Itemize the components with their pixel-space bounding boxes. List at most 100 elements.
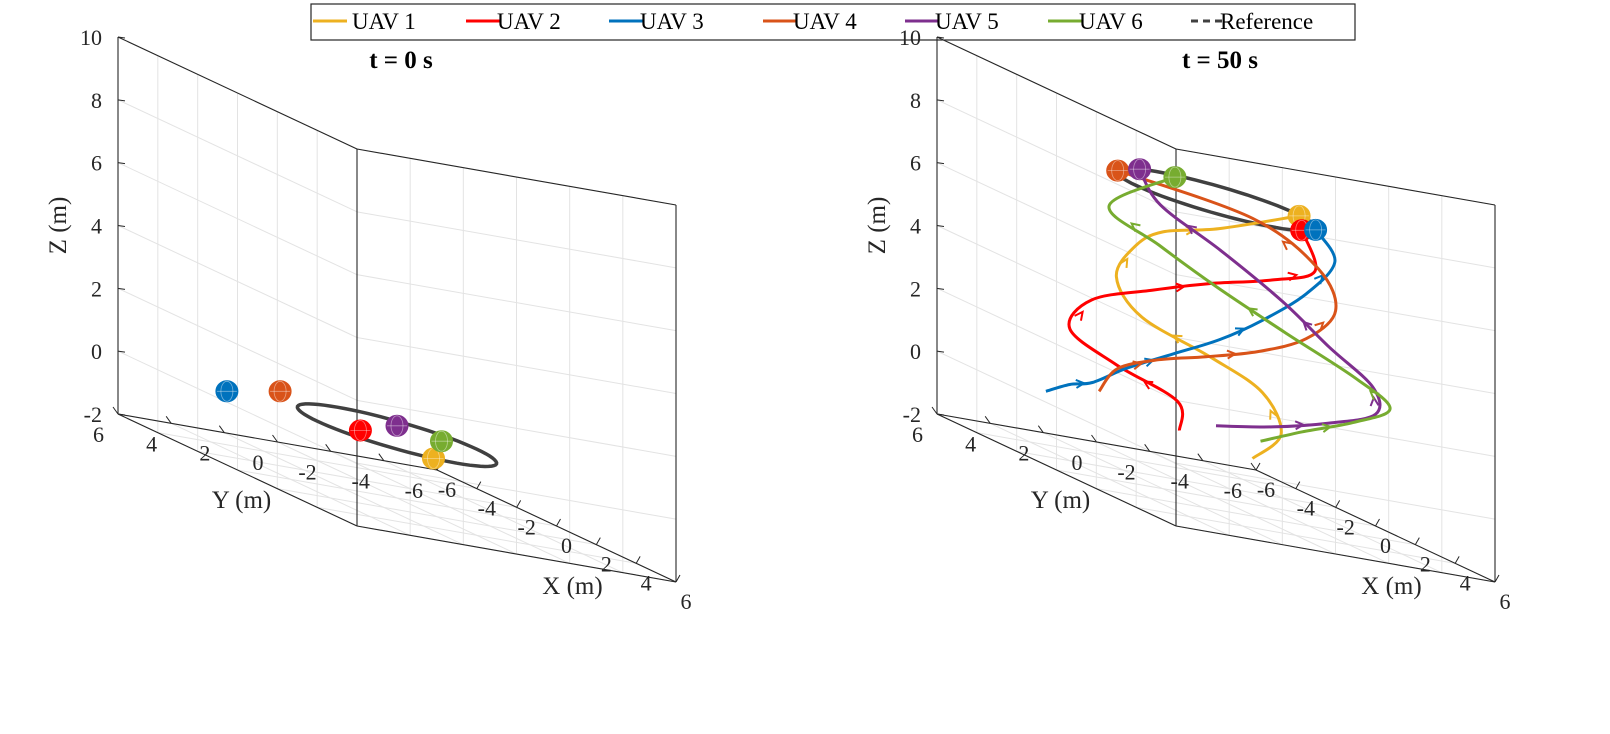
z-tick bbox=[936, 162, 945, 165]
trajectory-uav-6 bbox=[1107, 175, 1392, 443]
legend-label-7: Reference bbox=[1220, 9, 1313, 34]
legend-label-4: UAV 4 bbox=[793, 9, 857, 34]
grid-line bbox=[1096, 441, 1336, 555]
z-tick bbox=[936, 225, 945, 227]
uav-5-marker bbox=[385, 414, 409, 437]
trajectory-uav-4 bbox=[1097, 169, 1338, 393]
uav-marker-mesh bbox=[1111, 160, 1125, 182]
direction-arrow bbox=[1171, 334, 1183, 344]
z-tick bbox=[936, 99, 945, 102]
y-tick-label: -2 bbox=[298, 459, 316, 484]
x-tick bbox=[1414, 537, 1420, 545]
x-tick-label: 4 bbox=[641, 570, 652, 595]
grid-line bbox=[330, 450, 570, 564]
y-tick bbox=[218, 425, 225, 433]
y-tick bbox=[931, 406, 938, 415]
direction-arrow bbox=[1175, 282, 1187, 293]
y-tick bbox=[984, 416, 991, 424]
x-tick-label: -6 bbox=[1257, 477, 1275, 502]
x-axis-label: X (m) bbox=[542, 573, 602, 600]
z-tick bbox=[936, 413, 945, 416]
x-tick bbox=[476, 481, 482, 489]
x-tick-label: 4 bbox=[1460, 570, 1471, 595]
y-tick-label: 4 bbox=[146, 431, 157, 456]
axis-edge bbox=[1175, 148, 1496, 206]
uav-marker-mesh bbox=[273, 380, 287, 402]
uav-marker-mesh bbox=[1168, 166, 1182, 188]
axis-edge bbox=[936, 413, 1177, 527]
y-tick-label: 0 bbox=[1072, 450, 1083, 475]
z-tick-label: 6 bbox=[910, 151, 921, 176]
x-tick-label: -6 bbox=[438, 477, 456, 502]
z-tick bbox=[117, 99, 126, 102]
y-tick bbox=[165, 416, 172, 424]
x-tick bbox=[595, 537, 601, 545]
x-tick-label: 2 bbox=[1420, 552, 1431, 577]
z-tick bbox=[117, 287, 126, 290]
axis-edge bbox=[356, 148, 677, 206]
y-tick-label: -6 bbox=[1224, 478, 1242, 503]
x-tick-label: -4 bbox=[478, 496, 496, 521]
panel-title: t = 0 s bbox=[369, 47, 433, 74]
uav-marker-mesh bbox=[1133, 158, 1146, 180]
uav-marker-mesh bbox=[390, 415, 404, 437]
legend-label-6: UAV 6 bbox=[1079, 9, 1143, 34]
direction-arrow bbox=[1301, 320, 1313, 331]
uav-marker-mesh bbox=[1309, 219, 1322, 241]
y-tick-label: 2 bbox=[199, 441, 210, 466]
direction-arrow bbox=[1287, 271, 1299, 282]
z-tick bbox=[936, 287, 945, 290]
direction-arrow bbox=[1269, 408, 1279, 420]
z-tick-label: -2 bbox=[84, 402, 102, 427]
grid-line bbox=[170, 422, 411, 536]
z-tick-label: 4 bbox=[910, 214, 921, 239]
y-tick-label: -4 bbox=[352, 469, 370, 494]
legend-label-2: UAV 2 bbox=[497, 9, 561, 34]
z-tick-label: 2 bbox=[910, 276, 921, 301]
legend-label-1: UAV 1 bbox=[352, 9, 416, 34]
grid-line bbox=[989, 422, 1230, 536]
z-tick bbox=[117, 162, 126, 165]
axis-edge bbox=[117, 413, 358, 527]
panel-left: -2 0 2 4 6 8 10 -6 -4 -2 0 2 4 6 -6 -4 -2 0 2 4 6 Z (m) X (m) Y… bbox=[45, 25, 692, 614]
axis-edge bbox=[936, 36, 1177, 150]
y-tick-label: -6 bbox=[405, 478, 423, 503]
y-tick-label: 0 bbox=[253, 450, 264, 475]
y-tick bbox=[1037, 425, 1044, 433]
uav-4-marker bbox=[268, 380, 292, 403]
direction-arrow bbox=[1226, 349, 1238, 360]
axis-edge bbox=[356, 525, 677, 583]
z-tick-label: 10 bbox=[80, 25, 102, 50]
legend-label-3: UAV 3 bbox=[640, 9, 704, 34]
x-tick bbox=[675, 574, 681, 583]
uav-6-marker bbox=[430, 430, 453, 453]
direction-arrow bbox=[1368, 389, 1380, 401]
z-tick-label: 0 bbox=[910, 339, 921, 364]
direction-arrow bbox=[1075, 379, 1087, 389]
x-tick-label: 0 bbox=[1380, 533, 1391, 558]
z-tick-label: 8 bbox=[910, 88, 921, 113]
direction-arrow bbox=[1119, 257, 1129, 269]
panel-title: t = 50 s bbox=[1182, 47, 1258, 74]
x-tick bbox=[516, 500, 522, 508]
z-tick bbox=[117, 350, 126, 353]
y-axis-label: Y (m) bbox=[1031, 487, 1090, 514]
x-tick bbox=[1494, 574, 1500, 583]
x-tick bbox=[1375, 518, 1380, 527]
y-tick bbox=[1091, 434, 1097, 443]
x-tick bbox=[1454, 556, 1460, 564]
x-tick bbox=[1335, 500, 1341, 508]
y-axis-label: Y (m) bbox=[212, 487, 271, 514]
legend: UAV 1 UAV 2 UAV 3 UAV 4 UAV 5 UAV 6 Reference bbox=[310, 3, 1356, 41]
y-tick bbox=[1250, 462, 1257, 471]
uav-marker-mesh bbox=[435, 430, 448, 452]
y-tick-label: 4 bbox=[965, 431, 976, 456]
z-tick-label: 2 bbox=[91, 276, 102, 301]
x-tick bbox=[1295, 481, 1301, 489]
axis-edge bbox=[117, 36, 358, 150]
y-tick-label: 2 bbox=[1018, 441, 1029, 466]
x-tick-label: 6 bbox=[1500, 589, 1511, 614]
z-tick-label: -2 bbox=[903, 402, 921, 427]
z-tick bbox=[117, 413, 126, 416]
